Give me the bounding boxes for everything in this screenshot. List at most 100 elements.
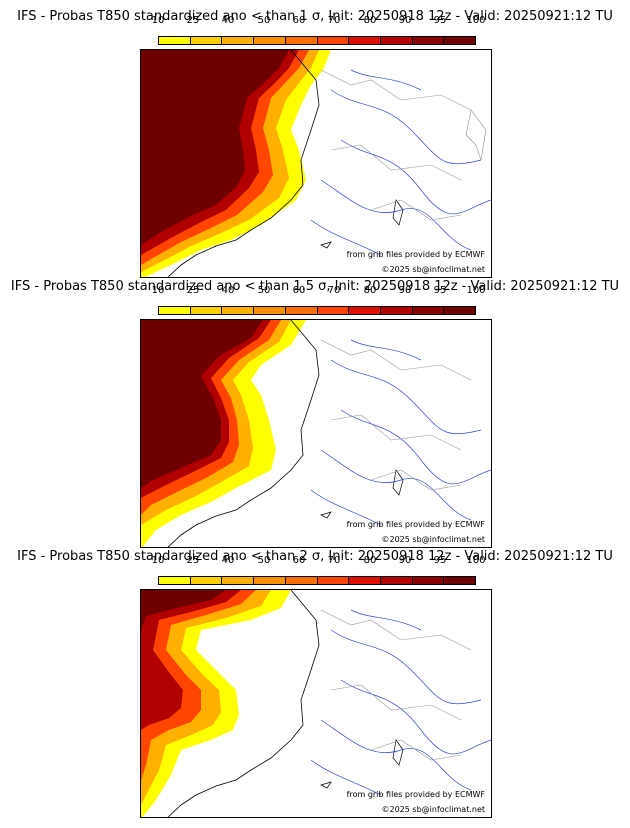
probability-map: from grib files provided by ECMWF ©2025 …	[140, 49, 492, 278]
river-icon	[350, 609, 422, 631]
colorbar-segment	[412, 577, 445, 584]
tick-label: 60	[292, 15, 306, 26]
river-icon	[350, 69, 422, 91]
tick-label: 70	[327, 555, 341, 566]
border-icon	[370, 469, 462, 491]
river-icon	[320, 449, 472, 521]
panel-title: IFS - Probas T850 standardized ano < tha…	[17, 549, 613, 564]
probability-map: from grib files provided by ECMWF ©2025 …	[140, 319, 492, 548]
tick-label: 95	[433, 285, 447, 296]
colorbar-segment	[349, 307, 381, 314]
colorbar-segment	[254, 577, 286, 584]
tick-label: 25	[186, 285, 200, 296]
colorbar-segment	[317, 37, 350, 44]
tick-label: 80	[363, 15, 377, 26]
tick-label: 50	[257, 555, 271, 566]
colorbar-segment	[412, 307, 445, 314]
tick-label: 90	[398, 555, 412, 566]
tick-label: 100	[466, 555, 486, 566]
river-icon	[310, 219, 382, 256]
source-credit: from grib files provided by ECMWF	[346, 250, 485, 259]
colorbar-segment	[412, 37, 445, 44]
river-icon	[330, 89, 482, 164]
tick-label: 50	[257, 285, 271, 296]
tick-label: 80	[363, 555, 377, 566]
tick-label: 40	[221, 285, 235, 296]
copyright-credit: ©2025 sb@infoclimat.net	[381, 805, 486, 814]
border-icon	[330, 414, 462, 451]
river-icon	[340, 409, 491, 485]
colorbar-segment	[380, 307, 413, 314]
colorbar-segment	[317, 307, 350, 314]
coastline-icon	[167, 320, 320, 547]
colorbar-segment	[254, 307, 286, 314]
border-icon	[330, 684, 462, 721]
colorbar-segment	[285, 37, 318, 44]
colorbar-segment	[444, 307, 476, 314]
tick-label: 70	[327, 15, 341, 26]
river-icon	[350, 339, 422, 361]
colorbar	[158, 306, 476, 315]
coastline-icon	[167, 590, 320, 817]
forecast-panel-2: IFS - Probas T850 standardized ano < tha…	[0, 270, 630, 548]
colorbar-segment	[222, 577, 255, 584]
colorbar-segment	[317, 577, 350, 584]
tick-label: 100	[466, 285, 486, 296]
tick-label: 60	[292, 555, 306, 566]
colorbar-ticks: 10 25 40 50 60 70 80 90 95 100	[0, 555, 630, 567]
forecast-panel-1: IFS - Probas T850 standardized ano < tha…	[0, 0, 630, 278]
tick-label: 25	[186, 15, 200, 26]
border-icon	[370, 739, 462, 761]
river-icon	[340, 139, 491, 215]
river-icon	[320, 179, 472, 251]
river-icon	[330, 359, 482, 434]
colorbar-segment	[254, 37, 286, 44]
border-icon	[320, 609, 472, 651]
map-canvas	[141, 590, 491, 817]
colorbar-segment	[380, 577, 413, 584]
colorbar-segment	[285, 577, 318, 584]
tick-label: 10	[151, 285, 165, 296]
border-icon	[320, 339, 472, 381]
probability-map: from grib files provided by ECMWF ©2025 …	[140, 589, 492, 818]
river-icon	[340, 679, 491, 755]
colorbar-segment	[444, 577, 476, 584]
copyright-credit: ©2025 sb@infoclimat.net	[381, 265, 486, 274]
colorbar	[158, 36, 476, 45]
tick-label: 90	[398, 285, 412, 296]
tick-label: 50	[257, 15, 271, 26]
river-icon	[320, 719, 472, 791]
source-credit: from grib files provided by ECMWF	[346, 520, 485, 529]
border-icon	[370, 199, 462, 221]
panel-title: IFS - Probas T850 standardized ano < tha…	[17, 9, 613, 24]
source-credit: from grib files provided by ECMWF	[346, 790, 485, 799]
colorbar-segment	[222, 37, 255, 44]
colorbar	[158, 576, 476, 585]
river-icon	[310, 759, 382, 796]
colorbar-segment	[159, 307, 191, 314]
colorbar-segment	[285, 307, 318, 314]
forecast-panel-3: IFS - Probas T850 standardized ano < tha…	[0, 540, 630, 818]
tick-label: 10	[151, 555, 165, 566]
colorbar-segment	[349, 37, 381, 44]
colorbar-segment	[222, 307, 255, 314]
tick-label: 90	[398, 15, 412, 26]
map-canvas	[141, 50, 491, 277]
colorbar-segment	[444, 37, 476, 44]
tick-label: 80	[363, 285, 377, 296]
colorbar-segment	[190, 577, 223, 584]
map-canvas	[141, 320, 491, 547]
tick-label: 70	[327, 285, 341, 296]
border-icon	[320, 69, 472, 111]
tick-label: 95	[433, 555, 447, 566]
colorbar-segment	[159, 577, 191, 584]
border-icon	[330, 144, 462, 181]
river-icon	[310, 489, 382, 526]
tick-label: 40	[221, 15, 235, 26]
tick-label: 40	[221, 555, 235, 566]
colorbar-ticks: 10 25 40 50 60 70 80 90 95 100	[0, 15, 630, 27]
tick-label: 25	[186, 555, 200, 566]
colorbar-segment	[190, 37, 223, 44]
colorbar-segment	[349, 577, 381, 584]
colorbar-segment	[159, 37, 191, 44]
